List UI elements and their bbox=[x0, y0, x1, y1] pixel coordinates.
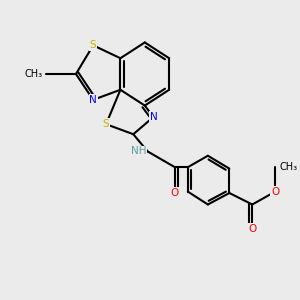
Text: CH₃: CH₃ bbox=[280, 162, 298, 172]
Text: N: N bbox=[89, 95, 97, 105]
Text: N: N bbox=[149, 112, 157, 122]
Text: S: S bbox=[90, 40, 97, 50]
Text: O: O bbox=[248, 224, 256, 234]
Text: NH: NH bbox=[131, 146, 146, 156]
Text: CH₃: CH₃ bbox=[25, 69, 43, 79]
Text: O: O bbox=[271, 187, 279, 196]
Text: S: S bbox=[103, 119, 110, 129]
Text: O: O bbox=[171, 188, 179, 198]
